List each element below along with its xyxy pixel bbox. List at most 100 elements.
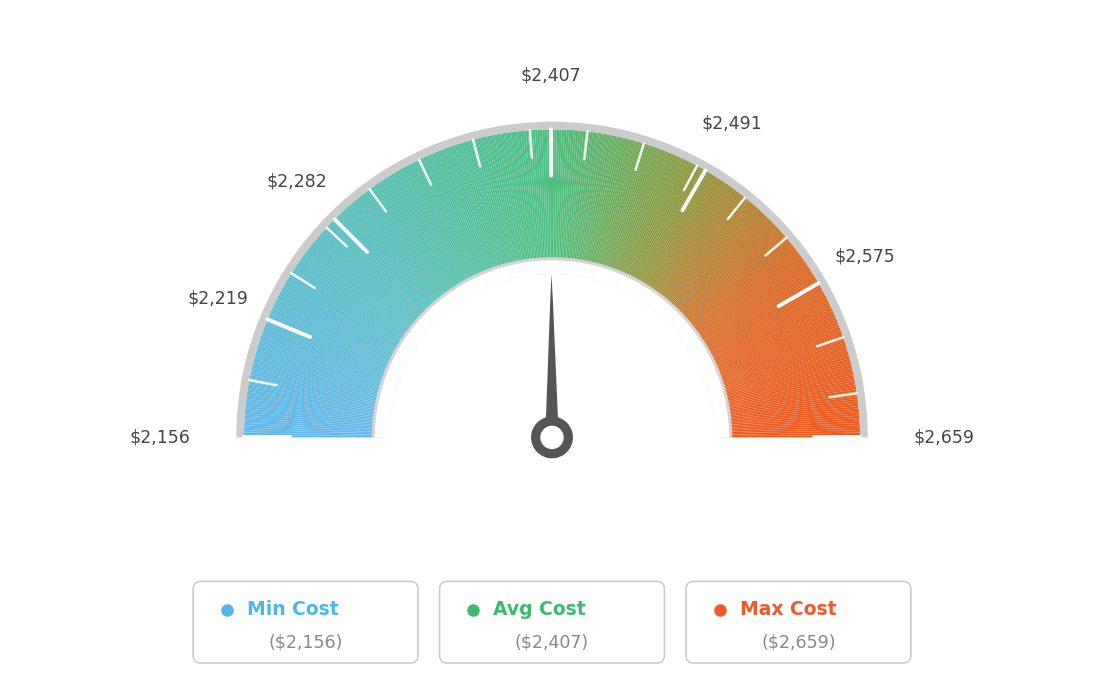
Wedge shape bbox=[247, 392, 375, 412]
Wedge shape bbox=[361, 194, 443, 297]
Wedge shape bbox=[393, 172, 461, 284]
Wedge shape bbox=[285, 283, 397, 349]
Wedge shape bbox=[587, 135, 615, 262]
Wedge shape bbox=[245, 411, 374, 424]
Wedge shape bbox=[406, 165, 468, 280]
Wedge shape bbox=[618, 151, 668, 272]
Wedge shape bbox=[250, 377, 376, 404]
Wedge shape bbox=[664, 197, 746, 299]
Wedge shape bbox=[650, 180, 723, 289]
Wedge shape bbox=[709, 291, 825, 354]
Wedge shape bbox=[728, 384, 856, 408]
Wedge shape bbox=[612, 147, 657, 269]
Wedge shape bbox=[270, 310, 390, 365]
Wedge shape bbox=[535, 130, 543, 259]
Wedge shape bbox=[646, 175, 715, 286]
Wedge shape bbox=[275, 299, 392, 359]
Wedge shape bbox=[578, 132, 601, 261]
Wedge shape bbox=[577, 132, 597, 261]
Wedge shape bbox=[636, 165, 698, 280]
FancyBboxPatch shape bbox=[439, 582, 665, 663]
Wedge shape bbox=[699, 262, 807, 337]
Wedge shape bbox=[251, 373, 378, 401]
Wedge shape bbox=[298, 260, 406, 336]
Wedge shape bbox=[698, 258, 804, 335]
Wedge shape bbox=[258, 342, 382, 384]
Wedge shape bbox=[552, 130, 554, 259]
Wedge shape bbox=[371, 187, 448, 293]
Wedge shape bbox=[723, 351, 849, 389]
Wedge shape bbox=[542, 130, 548, 259]
Wedge shape bbox=[574, 132, 593, 260]
Wedge shape bbox=[350, 203, 436, 302]
Wedge shape bbox=[719, 328, 841, 375]
Wedge shape bbox=[450, 146, 495, 269]
Wedge shape bbox=[544, 130, 549, 259]
Wedge shape bbox=[295, 266, 403, 339]
Wedge shape bbox=[591, 137, 622, 264]
Wedge shape bbox=[360, 195, 442, 298]
Wedge shape bbox=[245, 406, 374, 421]
Wedge shape bbox=[344, 208, 433, 305]
Wedge shape bbox=[245, 415, 374, 426]
Wedge shape bbox=[343, 210, 432, 306]
Wedge shape bbox=[614, 148, 661, 270]
Circle shape bbox=[531, 417, 573, 458]
Wedge shape bbox=[318, 235, 417, 322]
Text: $2,219: $2,219 bbox=[188, 290, 248, 308]
Wedge shape bbox=[244, 433, 373, 436]
Wedge shape bbox=[375, 260, 729, 437]
Wedge shape bbox=[259, 337, 383, 381]
Wedge shape bbox=[262, 333, 384, 378]
Wedge shape bbox=[291, 270, 402, 342]
Wedge shape bbox=[711, 297, 828, 357]
Wedge shape bbox=[709, 289, 824, 353]
Wedge shape bbox=[694, 250, 798, 330]
Wedge shape bbox=[731, 428, 860, 433]
Wedge shape bbox=[688, 237, 788, 322]
Wedge shape bbox=[559, 130, 566, 259]
Wedge shape bbox=[273, 306, 391, 363]
Wedge shape bbox=[662, 195, 744, 298]
Wedge shape bbox=[257, 347, 381, 386]
Wedge shape bbox=[728, 382, 856, 406]
Text: ($2,156): ($2,156) bbox=[268, 633, 342, 651]
Wedge shape bbox=[690, 241, 790, 324]
Wedge shape bbox=[423, 157, 478, 275]
Wedge shape bbox=[628, 159, 686, 277]
Wedge shape bbox=[682, 226, 778, 316]
Wedge shape bbox=[704, 277, 816, 345]
Wedge shape bbox=[584, 135, 609, 262]
Wedge shape bbox=[459, 143, 499, 267]
Wedge shape bbox=[264, 326, 385, 374]
Wedge shape bbox=[729, 396, 858, 415]
Wedge shape bbox=[434, 152, 485, 273]
Wedge shape bbox=[654, 184, 729, 291]
Wedge shape bbox=[726, 371, 853, 400]
Wedge shape bbox=[588, 136, 617, 263]
Wedge shape bbox=[725, 363, 851, 395]
Text: $2,407: $2,407 bbox=[521, 66, 581, 84]
Wedge shape bbox=[693, 248, 797, 329]
Wedge shape bbox=[730, 404, 859, 420]
Wedge shape bbox=[332, 219, 426, 312]
Wedge shape bbox=[256, 349, 381, 388]
Text: Max Cost: Max Cost bbox=[740, 600, 837, 620]
Wedge shape bbox=[389, 175, 458, 286]
Wedge shape bbox=[339, 213, 429, 308]
Wedge shape bbox=[309, 247, 412, 328]
Wedge shape bbox=[562, 130, 572, 259]
Wedge shape bbox=[412, 162, 473, 278]
Wedge shape bbox=[595, 139, 628, 264]
Text: Min Cost: Min Cost bbox=[247, 600, 339, 620]
Wedge shape bbox=[248, 384, 376, 408]
Wedge shape bbox=[689, 239, 789, 324]
Wedge shape bbox=[257, 344, 382, 385]
Wedge shape bbox=[677, 216, 768, 310]
Wedge shape bbox=[440, 149, 489, 270]
Wedge shape bbox=[373, 259, 731, 437]
Wedge shape bbox=[306, 250, 410, 330]
Wedge shape bbox=[671, 208, 760, 305]
Wedge shape bbox=[297, 262, 405, 337]
Wedge shape bbox=[573, 132, 591, 260]
